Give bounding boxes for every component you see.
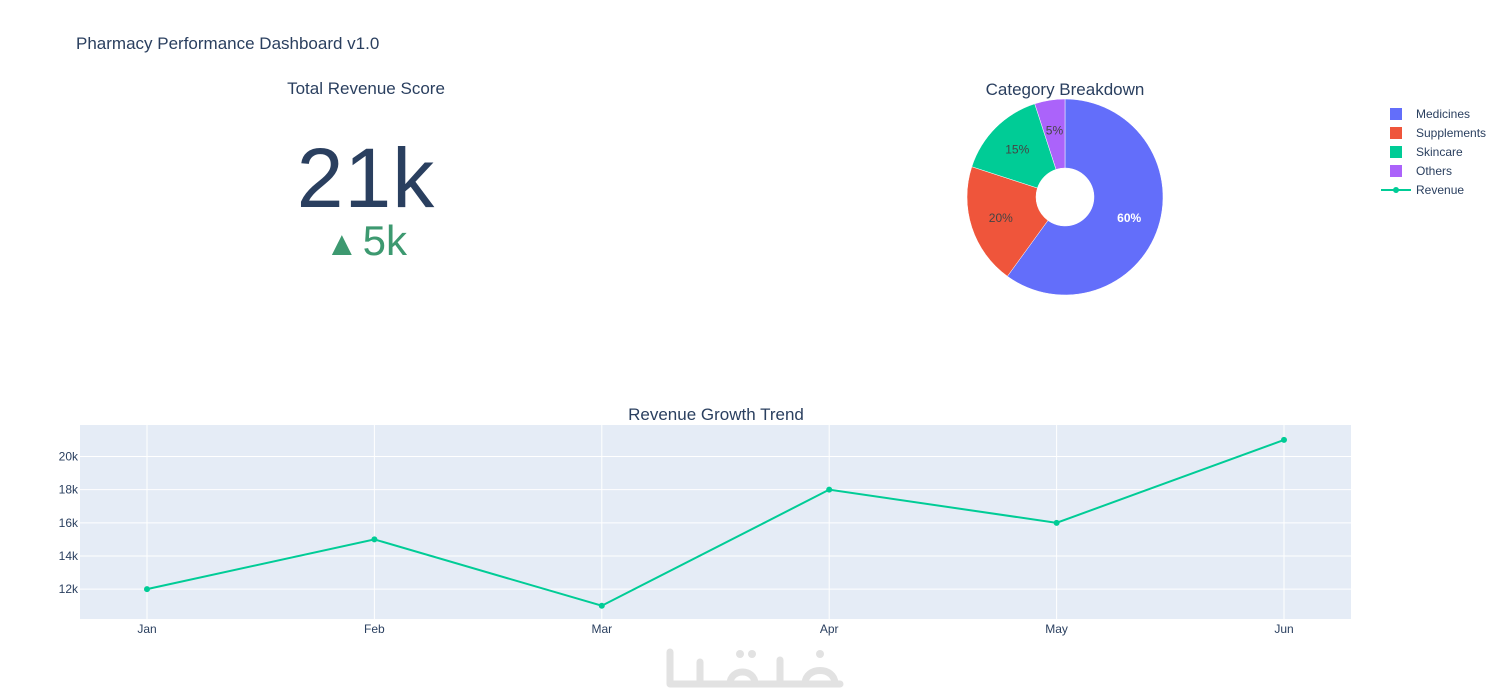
kpi-value: 21k — [296, 131, 436, 225]
legend-item-revenue[interactable]: Revenue — [1381, 183, 1464, 197]
revenue-point-may[interactable] — [1053, 519, 1060, 526]
triangle-up-icon: ▲ — [324, 225, 359, 263]
revenue-point-mar[interactable] — [598, 602, 605, 609]
donut-slice-medicines[interactable] — [1007, 98, 1164, 296]
revenue-point-apr[interactable] — [826, 486, 833, 493]
khamsat-logo-watermark-icon — [666, 648, 844, 688]
legend-swatch — [1390, 127, 1402, 139]
kpi-title: Total Revenue Score — [287, 79, 445, 98]
kpi-delta-value: 5k — [362, 217, 407, 264]
legend-label: Supplements — [1416, 126, 1486, 140]
legend-label: Others — [1416, 164, 1452, 178]
kpi-delta: ▲5k — [226, 216, 506, 269]
donut-slice-label: 20% — [989, 211, 1013, 225]
legend: Medicines Supplements Skincare Others Revenu… — [1381, 107, 1486, 197]
x-tick-label: Mar — [591, 622, 612, 636]
x-tick-label: Feb — [364, 622, 385, 636]
legend-swatch — [1390, 146, 1402, 158]
donut-slice-label: 15% — [1005, 142, 1029, 156]
legend-item-supplements[interactable]: Supplements — [1390, 126, 1486, 140]
revenue-point-jun[interactable] — [1281, 436, 1287, 443]
y-tick-labels: 12k 14k 16k 18k 20k — [59, 450, 79, 597]
x-tick-label: Jun — [1274, 622, 1293, 636]
donut-slice-skincare[interactable] — [971, 103, 1057, 189]
revenue-line-chart: Revenue Growth Trend 12k 14k 16k 18k 20k Jan… — [59, 405, 1351, 636]
x-tick-label: May — [1045, 622, 1068, 636]
legend-label: Revenue — [1416, 183, 1464, 197]
line-chart-title: Revenue Growth Trend — [628, 405, 804, 424]
y-gridlines — [80, 456, 1351, 590]
legend-item-skincare[interactable]: Skincare — [1390, 145, 1463, 159]
legend-item-medicines[interactable]: Medicines — [1390, 107, 1470, 121]
plot-area — [80, 425, 1351, 619]
revenue-point-feb[interactable] — [371, 536, 378, 543]
y-tick-label: 14k — [59, 549, 79, 563]
donut-slice-others[interactable] — [1034, 98, 1066, 170]
x-tick-labels: Jan Feb Mar Apr May Jun — [137, 622, 1293, 636]
legend-marker — [1393, 187, 1399, 193]
x-tick-label: Jan — [137, 622, 156, 636]
y-tick-label: 16k — [59, 516, 79, 530]
donut-chart-title: Category Breakdown — [986, 80, 1145, 99]
y-tick-label: 20k — [59, 450, 79, 464]
revenue-point-jan[interactable] — [144, 586, 150, 593]
legend-label: Skincare — [1416, 145, 1463, 159]
legend-swatch — [1390, 108, 1402, 120]
dashboard-title: Pharmacy Performance Dashboard v1.0 — [76, 34, 380, 53]
y-tick-label: 12k — [59, 582, 79, 596]
donut-slice-label: 5% — [1046, 123, 1064, 137]
x-tick-label: Apr — [820, 622, 839, 636]
revenue-line — [146, 438, 1285, 607]
category-donut-chart: Category Breakdown 60% 20% 15% 5% — [966, 80, 1164, 296]
legend-swatch — [1390, 165, 1402, 177]
donut-slice-label: 60% — [1117, 211, 1141, 225]
revenue-series — [144, 436, 1287, 609]
donut-slices — [966, 98, 1164, 296]
legend-item-others[interactable]: Others — [1390, 164, 1452, 178]
y-tick-label: 18k — [59, 483, 79, 497]
donut-slice-labels: 60% 20% 15% 5% — [989, 123, 1142, 225]
donut-slice-supplements[interactable] — [966, 166, 1049, 277]
legend-label: Medicines — [1416, 107, 1470, 121]
